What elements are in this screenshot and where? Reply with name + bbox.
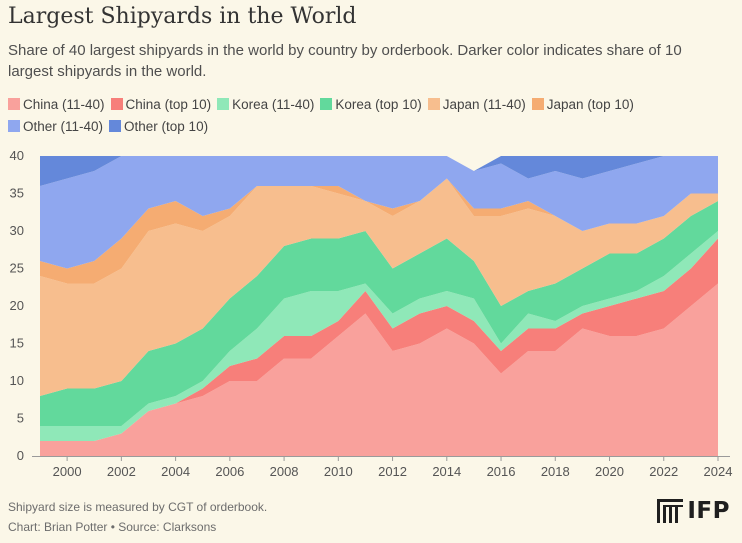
chart-subtitle: Share of 40 largest shipyards in the wor… [8,42,682,80]
x-tick-label: 2018 [541,464,570,479]
footnote: Shipyard size is measured by CGT of orde… [8,500,268,514]
ifp-logo-bars-icon [657,499,684,523]
chart-title: Largest Shipyards in the World [8,4,357,29]
legend-swatch [109,120,122,132]
ifp-logo: IFP [657,498,730,524]
legend-label: Japan (11-40) [442,97,526,112]
area-series-1 [40,238,718,441]
legend-swatch [531,98,544,110]
legend-label: China (11-40) [23,97,105,112]
legend-label: Other (top 10) [124,119,209,134]
x-tick-label: 2000 [53,464,82,479]
x-tick-label: 2020 [595,464,624,479]
area-series-3 [40,201,718,426]
x-tick-label: 2016 [487,464,516,479]
legend-swatch [217,98,230,110]
y-tick-label: 10 [10,373,24,388]
x-tick-label: 2014 [432,464,461,479]
logo-text: IFP [687,498,730,524]
y-tick-label: 30 [10,223,24,238]
x-tick-label: 2002 [107,464,136,479]
legend-label: China (top 10) [125,97,212,112]
legend-swatch [110,98,123,110]
legend-item: Korea (top 10) [320,94,422,116]
area-series-6 [40,156,718,269]
chart-credit: Chart: Brian Potter • Source: Clarksons [8,520,217,534]
legend-item: Other (11-40) [8,116,103,138]
x-tick-label: 2012 [378,464,407,479]
y-tick-label: 5 [17,411,24,426]
legend-label: Korea (top 10) [335,97,422,112]
legend-item: China (top 10) [110,94,212,116]
area-series-0 [40,283,718,456]
x-tick-label: 2024 [704,464,733,479]
x-tick-label: 2006 [215,464,244,479]
x-tick-label: 2022 [649,464,678,479]
chart-legend: China (11-40) China (top 10) Korea (11-40)… [8,94,730,138]
area-series-5 [40,178,718,284]
stacked-area-chart: 0 5 10 15 20 25 30 35 40 2000 2002 2004 2006 2008 2010… [10,148,733,479]
legend-item: Japan (top 10) [531,94,634,116]
y-tick-label: 20 [10,298,24,313]
y-tick-label: 40 [10,148,24,163]
legend-swatch [320,98,333,110]
legend-swatch [8,120,20,132]
legend-swatch [427,98,440,110]
legend-item: Japan (11-40) [427,94,526,116]
y-tick-label: 35 [10,186,24,201]
y-tick-label: 25 [10,261,24,276]
legend-item: Other (top 10) [109,116,208,138]
x-tick-label: 2010 [324,464,353,479]
x-tick-label: 2008 [270,464,299,479]
x-tick-label: 2004 [161,464,190,479]
legend-label: Other (11-40) [23,119,104,134]
y-tick-label: 0 [17,448,24,463]
legend-label: Japan (top 10) [546,97,634,112]
area-series-4 [40,178,718,396]
area-series-7 [40,156,718,186]
legend-label: Korea (11-40) [232,97,315,112]
legend-item: Korea (11-40) [217,94,314,116]
legend-item: China (11-40) [8,94,105,116]
legend-swatch [8,98,20,110]
y-tick-label: 15 [10,336,24,351]
